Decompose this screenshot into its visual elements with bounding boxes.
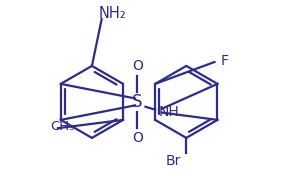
Text: NH₂: NH₂ bbox=[99, 6, 127, 21]
Text: F: F bbox=[220, 54, 228, 68]
Text: Br: Br bbox=[166, 154, 181, 168]
Text: NH: NH bbox=[158, 105, 179, 119]
Text: CH₃: CH₃ bbox=[50, 120, 74, 133]
Text: S: S bbox=[132, 93, 143, 111]
Text: O: O bbox=[132, 131, 143, 145]
Text: O: O bbox=[132, 59, 143, 73]
